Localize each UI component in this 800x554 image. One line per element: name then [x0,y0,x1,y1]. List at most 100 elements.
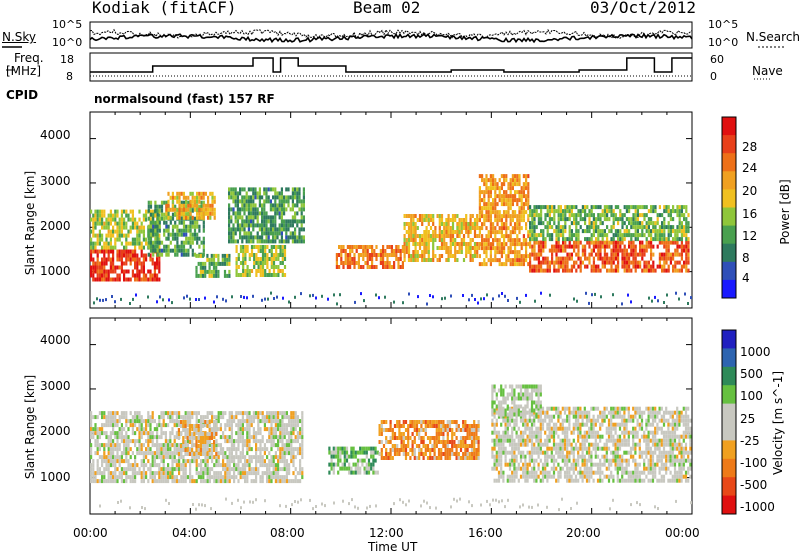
heatmap-cell [245,195,248,200]
heatmap-cell [276,227,279,232]
heatmap-cell [467,226,470,230]
heatmap-cell [145,213,148,218]
heatmap-cell [232,239,235,244]
heatmap-cell [107,225,110,230]
heatmap-cell [182,420,185,424]
heatmap-cell [105,269,108,274]
heatmap-cell [189,207,192,212]
heatmap-cell [131,427,134,432]
heatmap-cell [364,261,367,265]
heatmap-cell [597,229,600,234]
heatmap-cell [389,424,392,428]
heatmap-cell [116,411,119,416]
heatmap-cell [94,415,97,420]
heatmap-cell [661,240,664,245]
heatmap-cell [237,439,240,444]
heatmap-cell [274,223,277,228]
heatmap-cell [339,458,342,463]
noise-right-tick-top: 10^5 [708,18,739,31]
heatmap-cell [241,235,244,240]
heatmap-cell [208,265,211,270]
heatmap-cell [250,231,253,236]
heatmap-cell [120,241,123,246]
heatmap-cell [597,237,600,242]
heatmap-cell [396,448,399,452]
heatmap-cell [537,213,540,218]
velocity-heatmap [89,317,693,515]
heatmap-cell [169,475,172,480]
heatmap-cell [411,420,414,424]
heatmap-cell [123,217,126,222]
heatmap-cell [92,233,95,238]
heatmap-cell [507,226,510,231]
heatmap-cell [116,249,119,254]
heatmap-cell [98,277,101,282]
heatmap-cell [226,475,229,480]
heatmap-cell [496,230,499,235]
heatmap-cell [338,245,341,249]
heatmap-cell [423,250,426,254]
heatmap-cell [263,463,266,468]
heatmap-cell [206,459,209,464]
heatmap-cell [264,269,267,273]
heatmap-cell [90,265,93,270]
heatmap-cell [375,245,378,249]
heatmap-cell [156,208,159,213]
heatmap-cell [617,237,620,242]
heatmap-cell [202,207,205,212]
heatmap-cell [398,424,401,428]
heatmap-cell [118,257,121,262]
heatmap-cell [592,248,595,253]
heatmap-cell [114,221,117,226]
heatmap-cell [494,250,497,255]
heatmap-cell [623,233,626,238]
heatmap-cell [404,456,408,460]
heatmap-cell [92,213,95,218]
heatmap-cell [175,459,178,464]
heatmap-cell [186,411,189,416]
heatmap-cell [617,260,620,265]
heatmap-cell [636,221,639,226]
heatmap-cell [573,233,576,238]
heatmap-cell [198,207,201,212]
heatmap-cell [465,218,468,222]
heatmap-cell [213,475,216,480]
heatmap-cell [410,230,413,234]
heatmap-cell [355,249,358,253]
heatmap-cell [650,244,653,249]
heatmap-cell [378,428,381,432]
heatmap-cell [283,447,286,452]
heatmap-cell [562,264,565,269]
heatmap-cell [131,253,134,258]
heatmap-cell [393,436,397,440]
heatmap-cell [178,207,181,212]
heatmap-cell [597,205,600,210]
heatmap-cell [296,239,299,244]
heatmap-cell [213,199,216,204]
heatmap-cell [621,264,624,269]
heatmap-cell [676,233,679,238]
heatmap-cell [667,221,670,226]
heatmap-cell [412,234,415,238]
heatmap-cell [156,273,159,278]
heatmap-cell [142,257,145,262]
heatmap-cell [354,470,357,475]
heatmap-cell [131,475,134,480]
heatmap-cell [165,203,168,208]
power-cbar-4: 4 [742,271,750,285]
heatmap-cell [101,415,104,420]
heatmap-cell [555,260,558,265]
heatmap-cell [134,221,137,226]
heatmap-cell [160,216,164,221]
heatmap-cell [211,211,214,216]
heatmap-cell [294,475,297,480]
heatmap-cell [178,220,181,225]
heatmap-cell [152,232,155,237]
heatmap-cell [599,256,602,261]
heatmap-cell [511,198,514,203]
heatmap-cell [180,467,183,472]
heatmap-cell [272,239,275,244]
heatmap-cell [107,257,110,262]
heatmap-cell [223,253,227,258]
heatmap-cell [373,249,376,253]
